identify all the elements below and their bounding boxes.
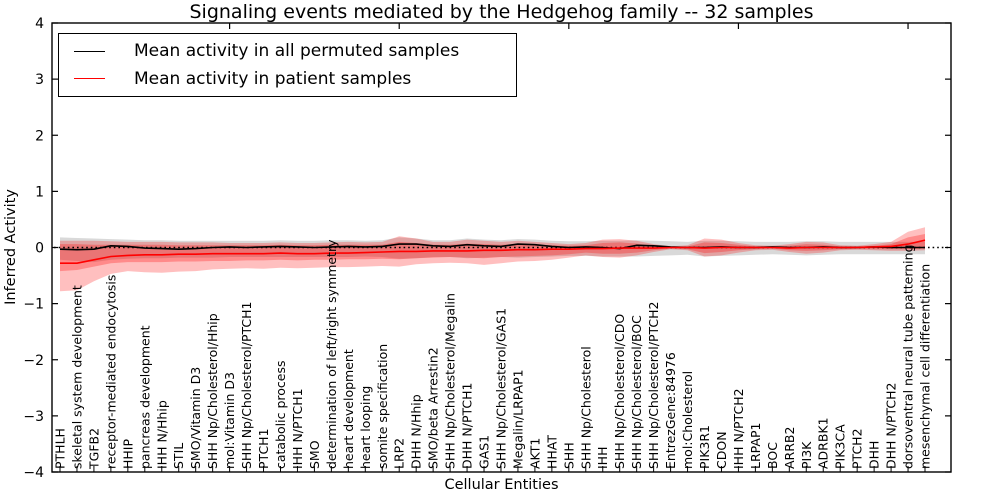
y-tick-label: −3 <box>23 409 44 425</box>
x-category-label: IHH <box>595 447 610 470</box>
x-category-label: pancreas development <box>137 325 152 469</box>
x-category-label: CDON <box>714 431 729 469</box>
legend-item-permuted: Mean activity in all permuted samples <box>59 41 516 61</box>
x-category-label: LRP2 <box>392 438 407 469</box>
y-tick-label: −4 <box>23 465 44 481</box>
patient-line-sample-icon <box>74 78 105 80</box>
x-category-label: Megalin/LRPAP1 <box>510 369 525 469</box>
y-tick-label: −1 <box>23 297 44 313</box>
x-category-label: mol:Vitamin D3 <box>222 372 237 469</box>
legend-item-patient: Mean activity in patient samples <box>59 69 516 89</box>
x-category-label: IHH N/Hhip <box>154 400 169 469</box>
y-tick-label: 3 <box>35 72 44 88</box>
x-category-label: DHH N/PTCH2 <box>884 383 899 469</box>
x-category-label: SMO/beta Arrestin2 <box>426 347 441 469</box>
x-category-label: PIK3R1 <box>697 425 712 469</box>
x-category-label: DHH N/PTCH1 <box>460 383 475 469</box>
x-category-label: HHAT <box>544 435 559 469</box>
y-axis-label: Inferred Activity <box>3 189 19 305</box>
y-tick-label: −2 <box>23 353 44 369</box>
x-category-label: IHH N/PTCH1 <box>290 388 305 469</box>
x-category-label: mesenchymal cell differentiation <box>918 264 933 469</box>
x-category-label: SMO/Vitamin D3 <box>188 367 203 469</box>
x-category-label: mol:Cholesterol <box>680 371 695 469</box>
x-category-label: LRPAP1 <box>748 423 763 469</box>
permuted-line-sample-icon <box>74 50 105 52</box>
x-category-label: EntrezGene:84976 <box>663 352 678 469</box>
patient-mean-line <box>60 239 926 265</box>
x-category-label: skeletal system development <box>70 285 85 469</box>
x-category-label: DHH <box>867 441 882 469</box>
legend-label-patient: Mean activity in patient samples <box>134 68 412 89</box>
x-category-label: SHH Np/Cholesterol/Megalin <box>443 293 458 469</box>
x-category-label: PTCH2 <box>850 428 865 469</box>
y-tick-label: 4 <box>35 16 44 32</box>
x-category-label: SHH Np/Cholesterol/Hhip <box>205 313 220 469</box>
x-category-label: AKT1 <box>527 438 542 469</box>
x-category-label: DHH N/Hhip <box>409 394 424 469</box>
x-category-label: heart looping <box>358 386 373 469</box>
x-category-label: receptor-mediated endocytosis <box>103 275 118 469</box>
x-category-label: STIL <box>171 443 186 469</box>
x-category-label: SHH Np/Cholesterol/PTCH2 <box>646 302 661 470</box>
x-category-label: SHH Np/Cholesterol/PTCH1 <box>239 302 254 470</box>
x-category-label: ARRB2 <box>782 427 797 469</box>
x-category-label: determination of left/right symmetry <box>324 239 339 469</box>
x-category-label: SHH Np/Cholesterol/BOC <box>629 315 644 469</box>
x-category-label: SHH Np/Cholesterol <box>578 346 593 469</box>
y-tick-label: 2 <box>35 128 44 144</box>
x-category-label: BOC <box>765 442 780 469</box>
x-category-label: IHH N/PTCH2 <box>731 388 746 469</box>
legend: Mean activity in all permuted samples Me… <box>58 33 517 97</box>
x-category-label: HHIP <box>120 439 135 469</box>
x-category-label: heart development <box>341 349 356 469</box>
x-category-label: PIK3CA <box>833 424 848 469</box>
x-category-label: SMO <box>307 440 322 469</box>
band-patient-samples-range-outer <box>60 227 925 292</box>
x-category-label: PTHLH <box>53 428 68 469</box>
x-category-label: PI3K <box>799 441 814 469</box>
x-category-label: somite specification <box>375 344 390 469</box>
x-axis-label: Cellular Entities <box>444 477 559 493</box>
y-tick-label: 0 <box>35 241 44 257</box>
legend-label-permuted: Mean activity in all permuted samples <box>134 41 460 62</box>
x-category-label: PTCH1 <box>256 428 271 469</box>
chart-title: Signaling events mediated by the Hedgeho… <box>189 1 814 23</box>
x-category-label: SHH <box>561 442 576 469</box>
x-category-label: GAS1 <box>477 435 492 469</box>
x-category-label: catabolic process <box>273 360 288 469</box>
band-patient-samples-range-inner <box>60 234 925 272</box>
x-category-label: ADRBK1 <box>816 417 831 469</box>
x-category-label: dorsoventral neural tube patterning <box>901 245 916 470</box>
y-tick-label: 1 <box>35 184 44 200</box>
x-category-label: SHH Np/Cholesterol/GAS1 <box>494 308 509 469</box>
x-category-label: TGFB2 <box>86 428 101 470</box>
x-category-label: SHH Np/Cholesterol/CDO <box>612 314 627 469</box>
